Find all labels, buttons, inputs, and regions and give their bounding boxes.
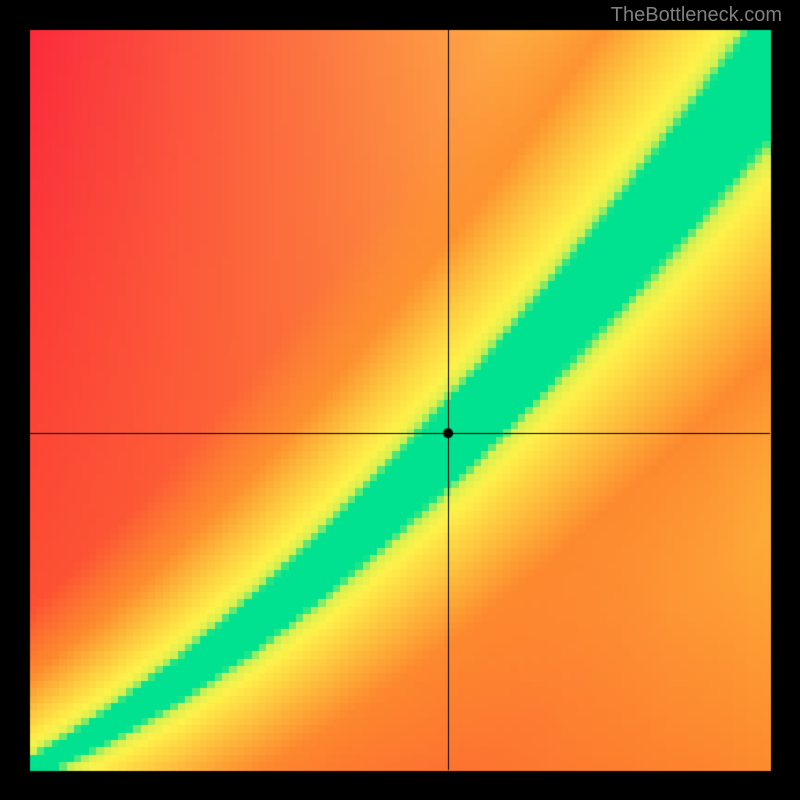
watermark-text: TheBottleneck.com [611,4,782,27]
bottleneck-heatmap [0,0,800,800]
chart-container: TheBottleneck.com [0,0,800,800]
